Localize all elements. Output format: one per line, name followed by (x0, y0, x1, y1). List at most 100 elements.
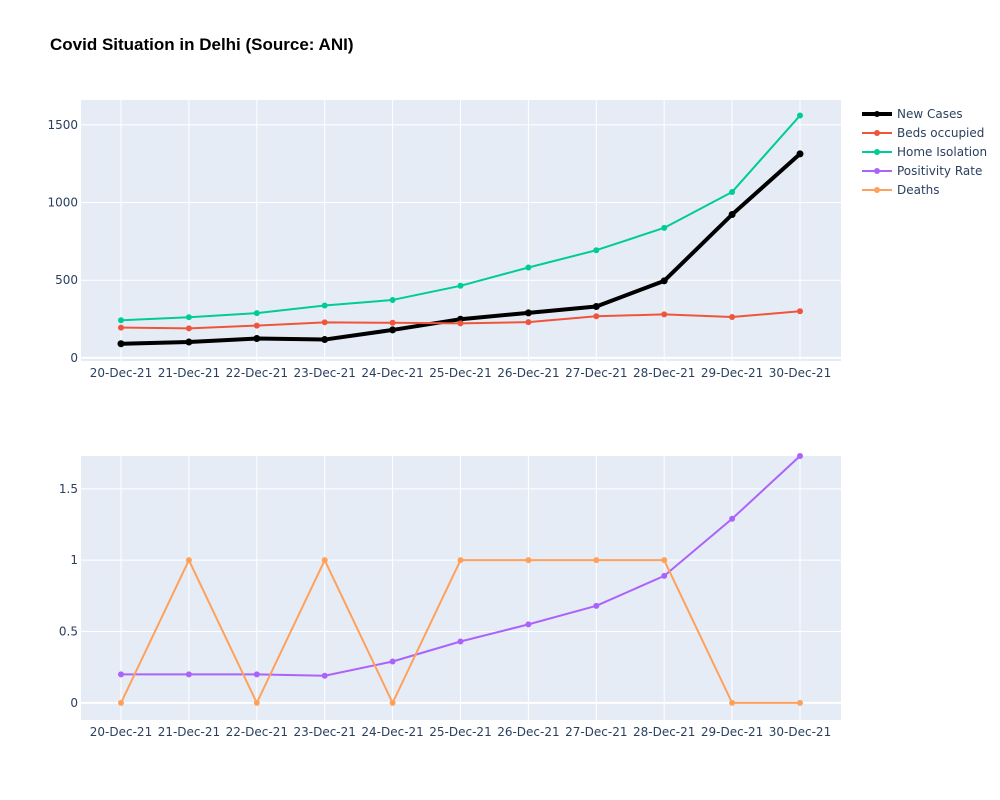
data-point-positivity-rate[interactable] (321, 672, 328, 679)
data-point-deaths[interactable] (321, 557, 328, 564)
gridlines-bottom (81, 456, 841, 720)
data-point-home-isolation[interactable] (321, 302, 328, 309)
x-tick-label: 20-Dec-21 (90, 366, 152, 380)
data-point-beds-occupied[interactable] (457, 320, 464, 327)
data-point-deaths[interactable] (457, 557, 464, 564)
data-point-positivity-rate[interactable] (661, 572, 668, 579)
gridlines-top (81, 100, 841, 361)
data-point-beds-occupied[interactable] (797, 308, 803, 315)
data-point-new-cases[interactable] (117, 340, 125, 348)
x-tick-label: 29-Dec-21 (701, 366, 763, 380)
data-point-deaths[interactable] (185, 557, 192, 564)
data-point-beds-occupied[interactable] (185, 325, 192, 332)
data-point-positivity-rate[interactable] (457, 638, 464, 645)
legend-label: Beds occupied (897, 126, 984, 140)
x-tick-label: 20-Dec-21 (90, 725, 152, 739)
data-point-new-cases[interactable] (185, 338, 193, 346)
data-point-home-isolation[interactable] (118, 317, 124, 324)
x-tick-label: 24-Dec-21 (361, 366, 423, 380)
x-tick-label: 27-Dec-21 (565, 725, 627, 739)
x-tick-label: 22-Dec-21 (226, 725, 288, 739)
x-tick-label: 23-Dec-21 (293, 725, 355, 739)
x-tick-label: 28-Dec-21 (633, 366, 695, 380)
data-point-home-isolation[interactable] (457, 282, 464, 289)
data-point-deaths[interactable] (525, 557, 532, 564)
x-tick-label: 21-Dec-21 (158, 366, 220, 380)
data-point-deaths[interactable] (797, 699, 803, 706)
y-tick-label: 1.5 (59, 482, 78, 496)
data-point-home-isolation[interactable] (253, 310, 260, 317)
data-point-home-isolation[interactable] (389, 296, 396, 303)
x-tick-label: 25-Dec-21 (429, 366, 491, 380)
data-point-new-cases[interactable] (321, 336, 329, 344)
legend-marker (874, 111, 880, 117)
data-point-positivity-rate[interactable] (389, 658, 396, 665)
data-point-deaths[interactable] (729, 699, 736, 706)
data-point-positivity-rate[interactable] (797, 453, 803, 459)
data-point-positivity-rate[interactable] (593, 602, 600, 609)
data-point-home-isolation[interactable] (185, 314, 192, 321)
legend-item-new-cases[interactable]: New Cases (862, 107, 963, 121)
data-point-beds-occupied[interactable] (253, 322, 260, 329)
data-point-beds-occupied[interactable] (729, 314, 736, 321)
data-point-beds-occupied[interactable] (525, 319, 532, 326)
legend-label: Deaths (897, 183, 940, 197)
data-point-new-cases[interactable] (660, 277, 668, 285)
data-point-home-isolation[interactable] (525, 264, 532, 271)
legend-marker (874, 130, 880, 136)
y-axis-top: 0 500 1000 1500 (47, 118, 78, 365)
data-point-beds-occupied[interactable] (118, 324, 124, 331)
data-point-new-cases[interactable] (796, 150, 804, 158)
data-point-home-isolation[interactable] (729, 188, 736, 195)
legend-item-positivity-rate[interactable]: Positivity Rate (862, 164, 982, 178)
series-new-cases (117, 150, 804, 348)
legend-marker (874, 187, 880, 193)
legend-item-home-isolation[interactable]: Home Isolation (862, 145, 987, 159)
x-tick-label: 23-Dec-21 (293, 366, 355, 380)
legend-item-deaths[interactable]: Deaths (862, 183, 940, 197)
data-point-new-cases[interactable] (389, 326, 397, 334)
data-point-positivity-rate[interactable] (253, 671, 260, 678)
x-tick-label: 22-Dec-21 (226, 366, 288, 380)
data-point-new-cases[interactable] (592, 302, 600, 310)
data-point-beds-occupied[interactable] (321, 319, 328, 326)
data-point-new-cases[interactable] (457, 315, 464, 323)
data-point-positivity-rate[interactable] (118, 671, 124, 678)
legend-marker (874, 168, 880, 174)
x-tick-label: 30-Dec-21 (769, 725, 831, 739)
legend-item-beds-occupied[interactable]: Beds occupied (862, 126, 984, 140)
data-point-new-cases[interactable] (524, 309, 532, 317)
data-point-home-isolation[interactable] (593, 247, 600, 254)
y-tick-label: 1500 (47, 118, 78, 132)
series-home-isolation (118, 112, 803, 324)
data-point-positivity-rate[interactable] (185, 671, 192, 678)
data-point-new-cases[interactable] (728, 210, 736, 218)
x-tick-label: 30-Dec-21 (769, 366, 831, 380)
data-point-positivity-rate[interactable] (525, 621, 532, 628)
data-point-deaths[interactable] (661, 557, 668, 564)
x-tick-label: 25-Dec-21 (429, 725, 491, 739)
data-point-new-cases[interactable] (253, 334, 261, 342)
data-point-deaths[interactable] (389, 699, 396, 706)
series-beds-occupied (118, 308, 803, 332)
x-tick-label: 29-Dec-21 (701, 725, 763, 739)
x-axis-bottom: 20-Dec-21 21-Dec-21 22-Dec-21 23-Dec-21 24-D… (90, 725, 831, 739)
data-point-deaths[interactable] (593, 557, 600, 564)
x-tick-label: 27-Dec-21 (565, 366, 627, 380)
series-positivity-rate (118, 453, 803, 679)
data-point-beds-occupied[interactable] (661, 311, 668, 318)
data-point-deaths[interactable] (253, 699, 260, 706)
x-axis-top: 20-Dec-21 21-Dec-21 22-Dec-21 23-Dec-21 24-D… (90, 366, 831, 380)
series-group-bottom (118, 453, 803, 706)
y-tick-label: 0.5 (59, 625, 78, 639)
data-point-home-isolation[interactable] (797, 112, 803, 119)
data-point-beds-occupied[interactable] (389, 319, 396, 326)
x-tick-label: 21-Dec-21 (158, 725, 220, 739)
data-point-home-isolation[interactable] (661, 224, 668, 231)
legend: New Cases Beds occupied Home Isolation Posi… (862, 107, 987, 197)
data-point-positivity-rate[interactable] (729, 515, 736, 522)
x-tick-label: 24-Dec-21 (361, 725, 423, 739)
data-point-deaths[interactable] (118, 699, 124, 706)
data-point-beds-occupied[interactable] (593, 313, 600, 320)
legend-label: New Cases (897, 107, 963, 121)
